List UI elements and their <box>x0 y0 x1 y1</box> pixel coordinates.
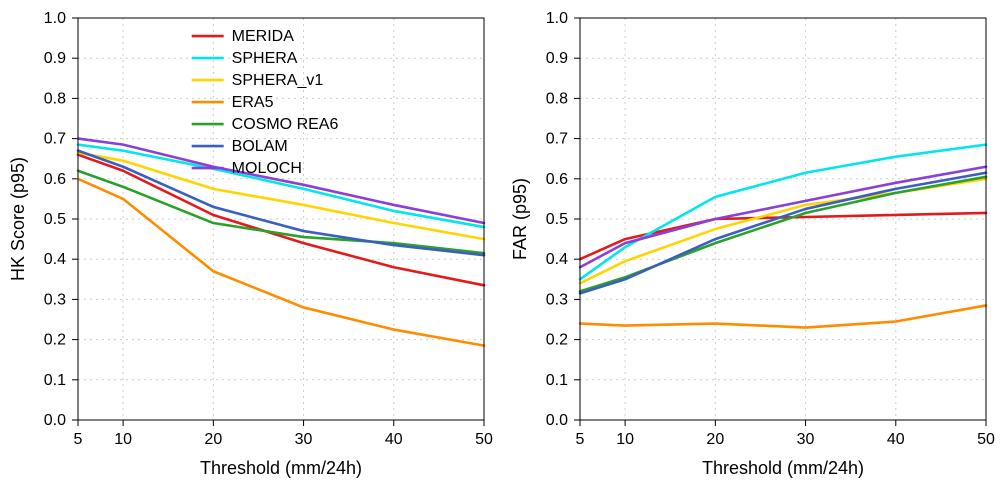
xtick-label: 10 <box>114 431 132 448</box>
panels-container: 5 10 20 30 40 50 0.0 0.1 0.2 0.3 0.4 0.5 0.6 0.7 0.8 0.… <box>0 0 1004 504</box>
ytick-label: 1.0 <box>546 10 568 27</box>
xtick-label: 10 <box>616 431 634 448</box>
ytick-label: 0.0 <box>44 412 66 429</box>
legend-label: BOLAM <box>232 138 288 155</box>
ytick-label: 0.0 <box>546 412 568 429</box>
page: 5 10 20 30 40 50 0.0 0.1 0.2 0.3 0.4 0.5 0.6 0.7 0.8 0.… <box>0 0 1004 504</box>
panel-right: 5 10 20 30 40 50 0.0 0.1 0.2 0.3 0.4 0.5 0.6 0.7 0.8 0.… <box>502 0 1004 504</box>
xtick-label: 50 <box>977 431 995 448</box>
legend-label: COSMO REA6 <box>232 116 339 133</box>
xtick-label: 40 <box>887 431 905 448</box>
ytick-label: 0.6 <box>44 171 66 188</box>
legend-label: ERA5 <box>232 94 274 111</box>
xtick-label: 20 <box>706 431 724 448</box>
ytick-label: 0.7 <box>546 131 568 148</box>
ytick-label: 0.8 <box>44 90 66 107</box>
x-axis-label: Threshold (mm/24h) <box>200 458 362 478</box>
ytick-label: 0.5 <box>44 211 66 228</box>
ytick-label: 0.2 <box>44 332 66 349</box>
legend-label: SPHERA <box>232 50 298 67</box>
chart-hk-score: 5 10 20 30 40 50 0.0 0.1 0.2 0.3 0.4 0.5 0.6 0.7 0.8 0.… <box>0 0 502 504</box>
ytick-label: 0.9 <box>44 50 66 67</box>
y-axis-label: FAR (p95) <box>510 178 530 260</box>
ytick-label: 0.4 <box>546 251 568 268</box>
xtick-label: 40 <box>385 431 403 448</box>
xtick-label: 20 <box>204 431 222 448</box>
panel-left: 5 10 20 30 40 50 0.0 0.1 0.2 0.3 0.4 0.5 0.6 0.7 0.8 0.… <box>0 0 502 504</box>
ytick-label: 0.8 <box>546 90 568 107</box>
ytick-label: 0.9 <box>546 50 568 67</box>
ytick-label: 0.6 <box>546 171 568 188</box>
ytick-label: 0.5 <box>546 211 568 228</box>
ytick-label: 0.1 <box>546 372 568 389</box>
legend-label: SPHERA_v1 <box>232 72 324 89</box>
y-axis-label: HK Score (p95) <box>8 157 28 281</box>
ytick-label: 0.4 <box>44 251 66 268</box>
ytick-label: 0.1 <box>44 372 66 389</box>
xtick-label: 50 <box>475 431 493 448</box>
xtick-label: 30 <box>797 431 815 448</box>
x-axis-label: Threshold (mm/24h) <box>702 458 864 478</box>
xtick-label: 5 <box>74 431 83 448</box>
legend-label: MERIDA <box>232 28 295 45</box>
chart-far: 5 10 20 30 40 50 0.0 0.1 0.2 0.3 0.4 0.5 0.6 0.7 0.8 0.… <box>502 0 1004 504</box>
ytick-label: 0.3 <box>44 291 66 308</box>
legend-label: MOLOCH <box>232 160 302 177</box>
ytick-label: 0.2 <box>546 332 568 349</box>
ytick-label: 0.7 <box>44 131 66 148</box>
xtick-label: 5 <box>576 431 585 448</box>
ytick-label: 1.0 <box>44 10 66 27</box>
xtick-label: 30 <box>295 431 313 448</box>
ytick-label: 0.3 <box>546 291 568 308</box>
